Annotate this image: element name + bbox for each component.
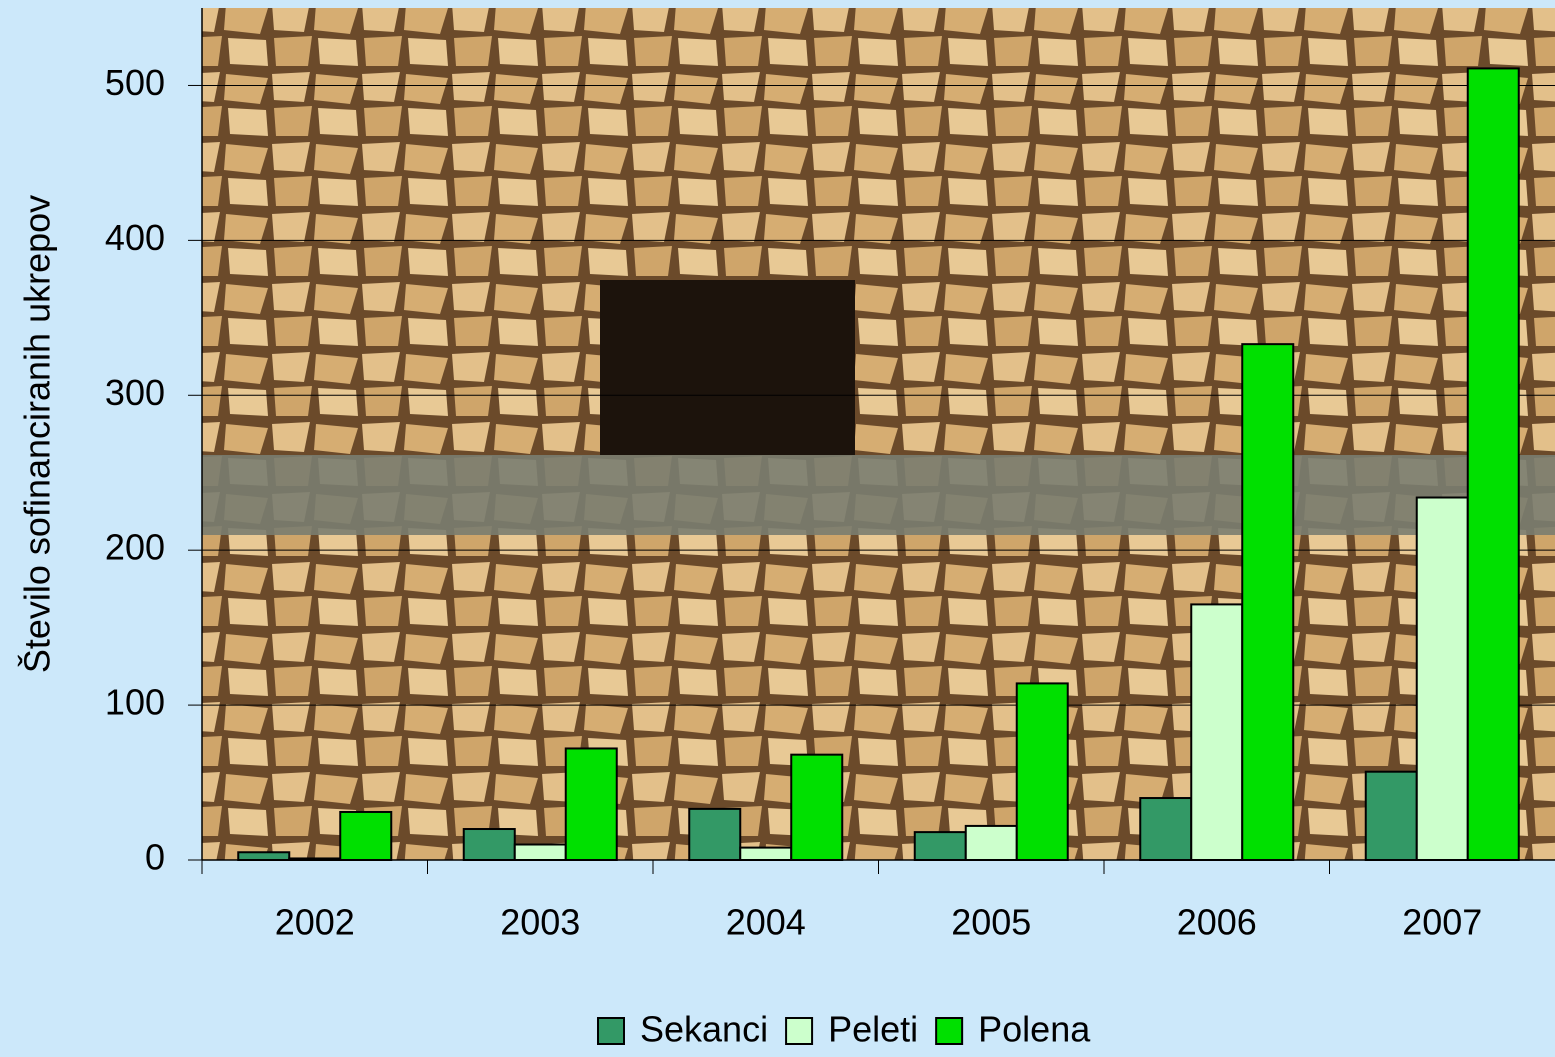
x-tick-label: 2004: [726, 902, 806, 943]
legend-swatch: [785, 1017, 814, 1045]
bar: [1190, 603, 1244, 862]
y-tick-label: 400: [105, 217, 165, 258]
y-tick-label: 200: [105, 527, 165, 568]
bar: [1241, 343, 1295, 862]
x-tick-label: 2007: [1402, 902, 1482, 943]
bar: [237, 851, 291, 861]
bar: [339, 810, 393, 862]
plot-decoration: [600, 280, 855, 455]
plot-background: [202, 8, 1555, 860]
bar: [513, 843, 567, 862]
bar: [288, 857, 342, 862]
bar: [1015, 682, 1069, 861]
y-tick-label: 0: [145, 837, 165, 878]
y-axis-label: Število sofinanciranih ukrepov: [17, 195, 58, 673]
x-tick-label: 2005: [951, 902, 1031, 943]
bar: [1364, 770, 1418, 862]
legend-swatch: [935, 1017, 964, 1045]
x-tick-label: 2003: [500, 902, 580, 943]
x-tick-label: 2002: [275, 902, 355, 943]
bar: [462, 828, 516, 862]
bar: [790, 753, 844, 861]
bar: [564, 747, 618, 861]
bar: [1415, 496, 1469, 861]
bar: [1466, 67, 1520, 861]
legend-label: Polena: [978, 1009, 1091, 1050]
y-tick-label: 300: [105, 372, 165, 413]
x-tick-label: 2006: [1177, 902, 1257, 943]
y-tick-label: 100: [105, 682, 165, 723]
legend-label: Peleti: [828, 1009, 918, 1050]
bar: [688, 807, 742, 862]
bar: [964, 824, 1018, 861]
legend-swatch: [597, 1017, 625, 1045]
y-tick-label: 500: [105, 62, 165, 103]
bar: [739, 846, 793, 862]
bar: [913, 831, 967, 862]
legend-label: Sekanci: [640, 1009, 768, 1050]
bar: [1139, 797, 1193, 862]
plot-decoration: [202, 455, 1555, 535]
